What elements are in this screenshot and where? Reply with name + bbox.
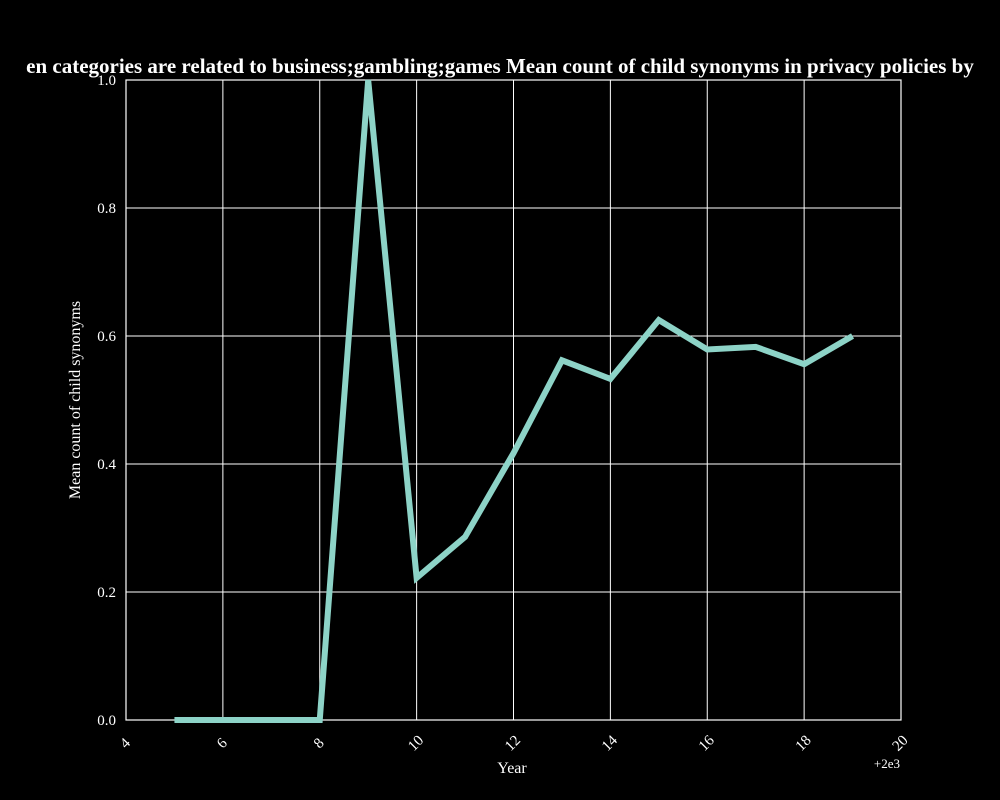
y-tick-label: 1.0 [97,73,116,89]
y-tick-label: 0.2 [97,585,116,601]
y-tick-label: 0.6 [97,329,116,345]
series-line [174,79,855,723]
y-axis-label: Mean count of child synonyms [67,301,84,499]
y-tick-labels: 0.0 0.2 0.4 0.6 0.8 1.0 [97,73,116,729]
y-tick-label: 0.8 [97,201,116,217]
grid [125,79,902,721]
chart-title: en categories are related to business;ga… [26,54,974,78]
plot-frame [125,79,902,721]
x-axis-offset-label: +2e3 [874,756,900,771]
series-layer [174,79,855,723]
y-tick-label: 0.4 [97,457,116,473]
x-axis-label: Year [497,760,527,777]
y-tick-label: 0.0 [97,713,116,729]
